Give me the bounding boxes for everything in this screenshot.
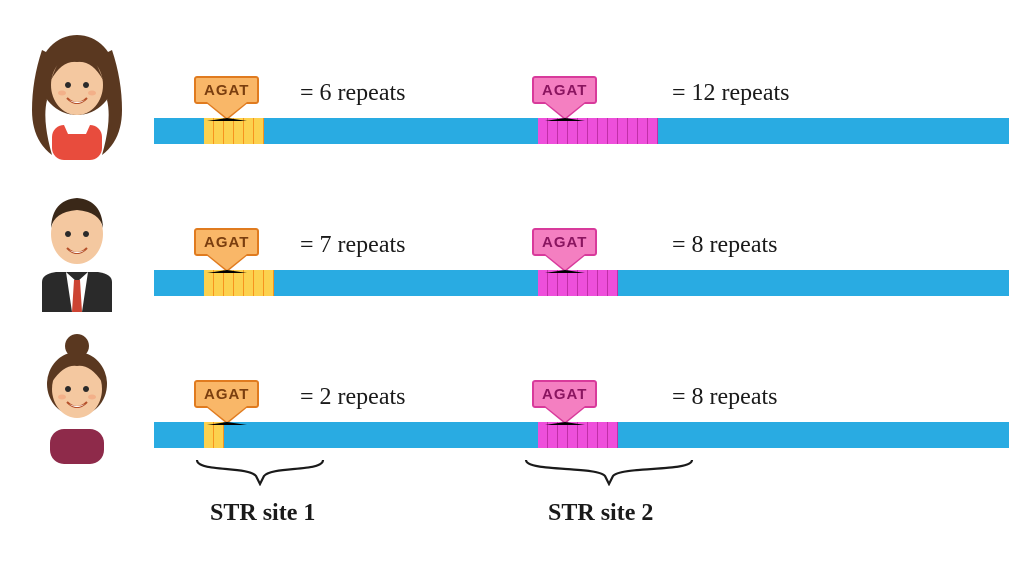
repeat-unit bbox=[558, 270, 568, 296]
repeat-unit bbox=[214, 422, 224, 448]
marker-chip: AGAT bbox=[532, 380, 597, 408]
str-marker: AGAT bbox=[194, 76, 259, 104]
repeat-unit bbox=[254, 270, 264, 296]
site2-repeat-label: = 12 repeats bbox=[672, 80, 790, 107]
repeat-unit bbox=[608, 270, 618, 296]
repeat-unit bbox=[224, 270, 234, 296]
marker-stem bbox=[207, 102, 247, 121]
repeat-unit bbox=[628, 118, 638, 144]
marker-chip: AGAT bbox=[194, 76, 259, 104]
repeat-unit bbox=[538, 118, 548, 144]
person-avatar bbox=[22, 334, 132, 469]
repeat-unit bbox=[204, 270, 214, 296]
repeat-unit bbox=[244, 118, 254, 144]
marker-chip: AGAT bbox=[532, 228, 597, 256]
repeat-unit bbox=[638, 118, 648, 144]
repeat-unit bbox=[254, 118, 264, 144]
repeat-unit bbox=[244, 270, 254, 296]
str-site1-segment bbox=[204, 422, 224, 448]
repeat-unit bbox=[538, 422, 548, 448]
avatar-woman-1-icon bbox=[22, 30, 132, 160]
marker-chip: AGAT bbox=[194, 380, 259, 408]
marker-chip: AGAT bbox=[532, 76, 597, 104]
repeat-unit bbox=[598, 422, 608, 448]
site1-repeat-label: = 7 repeats bbox=[300, 232, 406, 259]
brace-site2 bbox=[524, 458, 694, 491]
repeat-unit bbox=[598, 270, 608, 296]
repeat-unit bbox=[234, 118, 244, 144]
repeat-unit bbox=[558, 118, 568, 144]
repeat-unit bbox=[608, 422, 618, 448]
marker-stem bbox=[207, 254, 247, 273]
repeat-unit bbox=[568, 422, 578, 448]
repeat-unit bbox=[598, 118, 608, 144]
repeat-unit bbox=[568, 118, 578, 144]
repeat-unit bbox=[204, 422, 214, 448]
site2-title: STR site 2 bbox=[548, 500, 653, 527]
person-avatar bbox=[22, 182, 132, 317]
repeat-unit bbox=[214, 118, 224, 144]
str-marker: AGAT bbox=[532, 228, 597, 256]
repeat-unit bbox=[588, 422, 598, 448]
repeat-unit bbox=[558, 422, 568, 448]
repeat-unit bbox=[568, 270, 578, 296]
str-site1-segment bbox=[204, 118, 264, 144]
repeat-unit bbox=[608, 118, 618, 144]
marker-stem bbox=[545, 102, 585, 121]
repeat-unit bbox=[234, 270, 244, 296]
avatar-man-icon bbox=[22, 182, 132, 312]
repeat-unit bbox=[214, 270, 224, 296]
marker-stem bbox=[545, 254, 585, 273]
str-site1-segment bbox=[204, 270, 274, 296]
repeat-unit bbox=[578, 422, 588, 448]
str-marker: AGAT bbox=[532, 380, 597, 408]
repeat-unit bbox=[548, 422, 558, 448]
str-site2-segment bbox=[538, 422, 618, 448]
repeat-unit bbox=[648, 118, 658, 144]
str-marker: AGAT bbox=[532, 76, 597, 104]
site1-repeat-label: = 6 repeats bbox=[300, 80, 406, 107]
site1-repeat-label: = 2 repeats bbox=[300, 384, 406, 411]
repeat-unit bbox=[204, 118, 214, 144]
str-marker: AGAT bbox=[194, 380, 259, 408]
avatar-woman-2-icon bbox=[22, 334, 132, 464]
str-marker: AGAT bbox=[194, 228, 259, 256]
repeat-unit bbox=[224, 118, 234, 144]
repeat-unit bbox=[548, 270, 558, 296]
repeat-unit bbox=[548, 118, 558, 144]
str-site2-segment bbox=[538, 270, 618, 296]
site2-repeat-label: = 8 repeats bbox=[672, 384, 778, 411]
repeat-unit bbox=[264, 270, 274, 296]
marker-stem bbox=[207, 406, 247, 425]
str-site2-segment bbox=[538, 118, 658, 144]
brace-site1 bbox=[195, 458, 325, 491]
marker-chip: AGAT bbox=[194, 228, 259, 256]
repeat-unit bbox=[578, 118, 588, 144]
person-avatar bbox=[22, 30, 132, 165]
site1-title: STR site 1 bbox=[210, 500, 315, 527]
curly-brace-icon bbox=[195, 458, 325, 486]
repeat-unit bbox=[538, 270, 548, 296]
repeat-unit bbox=[588, 270, 598, 296]
repeat-unit bbox=[618, 118, 628, 144]
repeat-unit bbox=[578, 270, 588, 296]
curly-brace-icon bbox=[524, 458, 694, 486]
repeat-unit bbox=[588, 118, 598, 144]
site2-repeat-label: = 8 repeats bbox=[672, 232, 778, 259]
marker-stem bbox=[545, 406, 585, 425]
